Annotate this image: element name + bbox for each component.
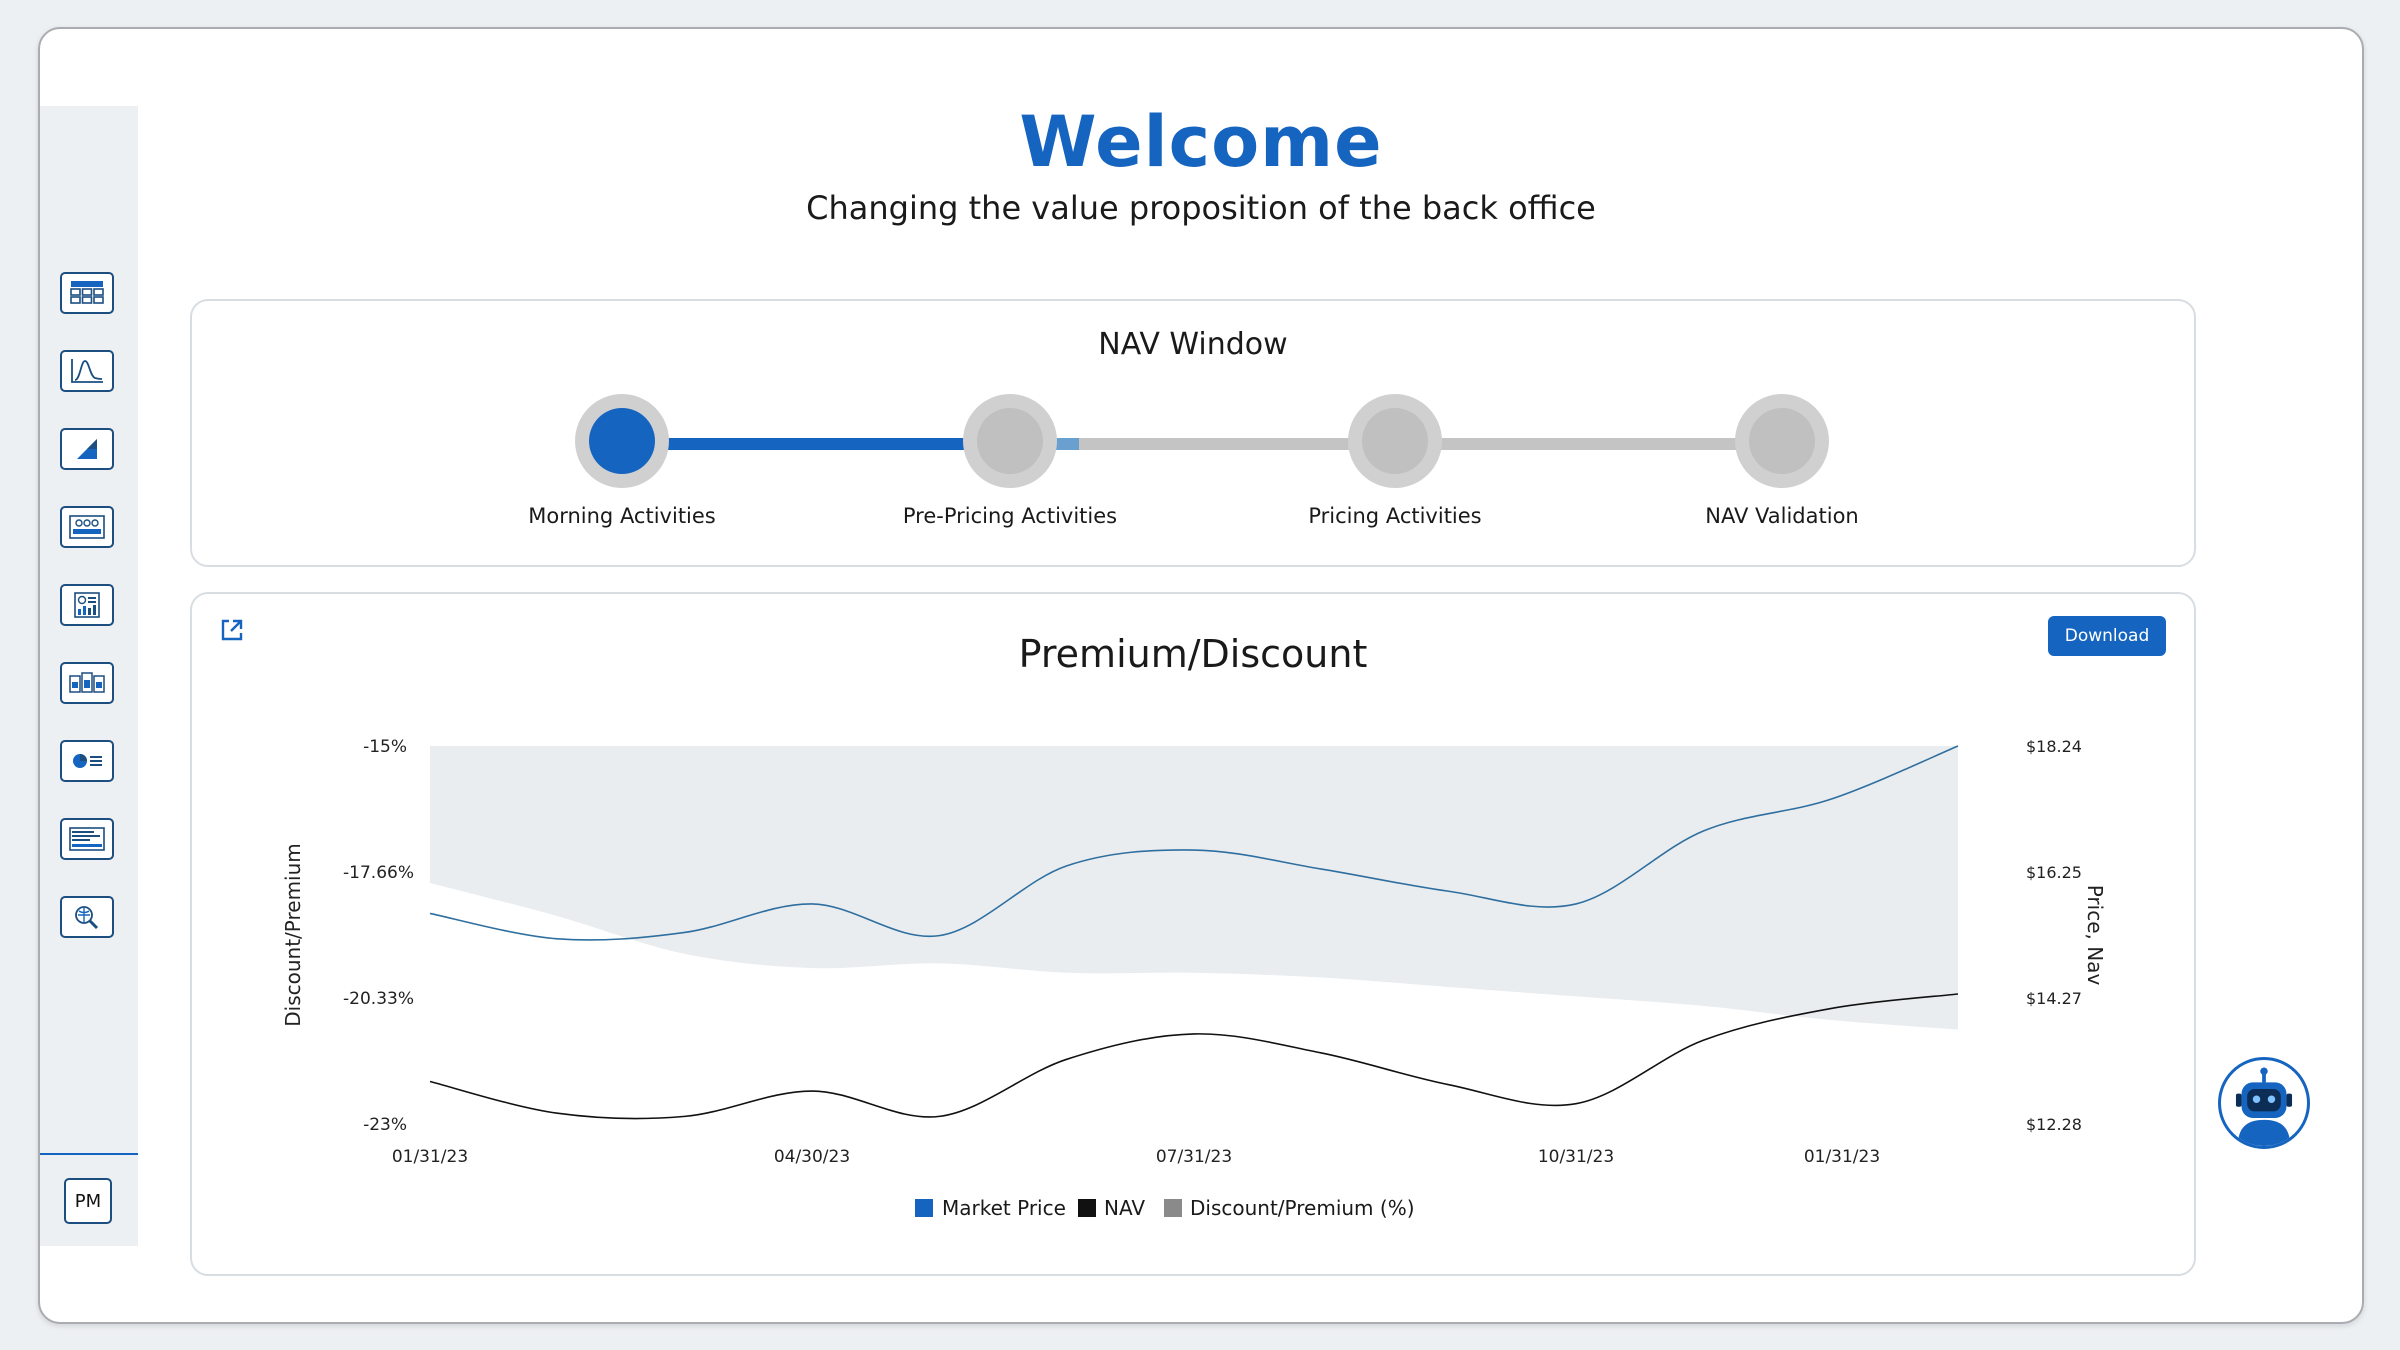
avatar[interactable]: PM xyxy=(64,1178,112,1224)
robot-icon xyxy=(2235,1067,2293,1146)
expand-icon[interactable] xyxy=(218,616,246,644)
premium-discount-chart: -15% -17.66% -20.33% -23% $18.24 $16.25 $14.27… xyxy=(281,737,2107,1220)
y-right-tick-label: $14.27 xyxy=(2026,989,2082,1008)
sidebar-item-people-board[interactable] xyxy=(60,506,114,548)
nav-progress-fill xyxy=(622,438,1045,450)
nav-window-card: NAV Window Morning Activities Pre-Pricin… xyxy=(190,299,2196,567)
distribution-chart-icon xyxy=(71,359,103,383)
y-left-tick-label: -15% xyxy=(363,737,407,757)
assistant-bot-button[interactable] xyxy=(2218,1057,2310,1149)
legend-swatch xyxy=(1164,1199,1182,1217)
step-morning-activities[interactable] xyxy=(575,394,669,488)
nav-progress-track xyxy=(622,438,1764,450)
sidebar-item-search-globe[interactable] xyxy=(60,896,114,938)
sidebar-item-grid-table[interactable] xyxy=(60,272,114,314)
search-globe-icon xyxy=(75,906,99,930)
legend-label: NAV xyxy=(1104,1196,1145,1220)
step-pre-pricing-activities[interactable] xyxy=(963,394,1057,488)
step-label: Pricing Activities xyxy=(1308,504,1482,528)
nav-window-title: NAV Window xyxy=(1098,327,1288,362)
pie-list-icon xyxy=(73,754,102,768)
sidebar-item-pie-list[interactable] xyxy=(60,740,114,782)
grid-table-icon xyxy=(70,281,104,304)
legend-swatch xyxy=(915,1199,933,1217)
y-right-tick-label: $18.24 xyxy=(2026,737,2082,756)
x-tick-label: 01/31/23 xyxy=(392,1147,468,1167)
legend-label: Discount/Premium (%) xyxy=(1190,1196,1415,1220)
sidebar-item-report-table[interactable] xyxy=(60,818,114,860)
step-indicator xyxy=(589,408,655,474)
y-right-axis-title: Price, Nav xyxy=(2083,885,2107,986)
x-tick-label: 01/31/23 xyxy=(1804,1147,1880,1167)
y-left-axis-title: Discount/Premium xyxy=(281,843,305,1027)
nav-line xyxy=(429,993,1959,1120)
x-tick-label: 10/31/23 xyxy=(1538,1147,1614,1167)
step-pricing-activities[interactable] xyxy=(1348,394,1442,488)
people-board-icon xyxy=(69,515,105,539)
legend-swatch xyxy=(1078,1199,1096,1217)
download-button[interactable]: Download xyxy=(2048,616,2166,656)
x-tick-label: 04/30/23 xyxy=(774,1147,850,1167)
y-left-tick-label: -20.33% xyxy=(343,989,414,1009)
market-price-line xyxy=(429,745,1959,941)
step-label: Morning Activities xyxy=(528,504,716,528)
sidebar-item-documents[interactable] xyxy=(60,662,114,704)
x-tick-label: 07/31/23 xyxy=(1156,1147,1232,1167)
step-indicator xyxy=(1749,408,1815,474)
premium-discount-card: -15% -17.66% -20.33% -23% $18.24 $16.25 $14.27… xyxy=(190,592,2196,1276)
step-indicator xyxy=(1362,408,1428,474)
legend-label: Market Price xyxy=(942,1196,1066,1220)
step-label: NAV Validation xyxy=(1705,504,1859,528)
sidebar-item-ramp-chart[interactable] xyxy=(60,428,114,470)
y-right-tick-label: $12.28 xyxy=(2026,1115,2082,1134)
report-table-icon xyxy=(69,827,105,851)
step-nav-validation[interactable] xyxy=(1735,394,1829,488)
ramp-chart-icon xyxy=(77,439,97,459)
y-left-tick-label: -23% xyxy=(363,1115,407,1135)
step-label: Pre-Pricing Activities xyxy=(902,504,1118,528)
page-subtitle: Changing the value proposition of the ba… xyxy=(806,189,1596,227)
sidebar-divider xyxy=(40,1153,138,1155)
chart-title: Premium/Discount xyxy=(1018,632,1368,676)
discount-premium-area xyxy=(430,746,1958,1030)
sidebar-item-distribution-chart[interactable] xyxy=(60,350,114,392)
analytics-dashboard-icon xyxy=(74,592,100,618)
y-left-tick-label: -17.66% xyxy=(343,863,414,883)
avatar-initials: PM xyxy=(74,1190,102,1212)
sidebar xyxy=(40,106,138,1246)
sidebar-item-analytics-dashboard[interactable] xyxy=(60,584,114,626)
step-indicator xyxy=(977,408,1043,474)
app-window: PM Welcome Changing the value propositio… xyxy=(38,27,2364,1324)
documents-icon xyxy=(69,672,105,693)
page-title: Welcome xyxy=(1019,101,1383,183)
y-right-tick-label: $16.25 xyxy=(2026,863,2082,882)
